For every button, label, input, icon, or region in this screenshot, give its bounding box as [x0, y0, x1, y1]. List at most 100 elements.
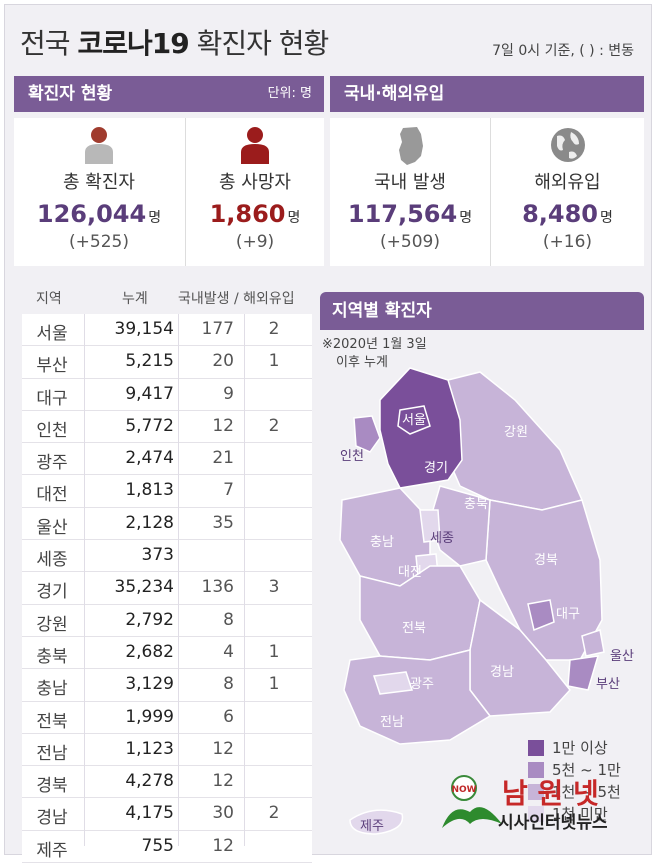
- regional-table: 서울 39,154 177 2 부산 5,215 20 1 대구 9,417 9 인천 5,772 12 2…: [22, 314, 312, 863]
- table-row: 충남 3,129 8 1: [22, 669, 312, 702]
- legend-item: 5천 ~ 1만: [528, 760, 621, 782]
- legend-label: 1만 이상: [552, 739, 608, 757]
- label-jeju: 제주: [360, 819, 384, 834]
- cell-domestic: 8: [223, 674, 234, 695]
- cell-region: 강원: [36, 614, 68, 635]
- label-gyeongbuk: 경북: [534, 553, 558, 568]
- unit-note: 단위: 명: [267, 86, 312, 101]
- divider: [185, 118, 186, 266]
- confirmed-panel-header: 확진자 현황 단위: 명: [14, 76, 324, 112]
- table-row: 부산 5,215 20 1: [22, 346, 312, 379]
- header-region: 지역: [36, 291, 62, 307]
- label-incheon: 인천: [340, 449, 364, 464]
- cell-overseas: 2: [268, 319, 280, 339]
- cell-region: 광주: [36, 453, 68, 474]
- cell-region: 충남: [36, 679, 68, 700]
- cell-region: 대구: [36, 388, 68, 409]
- title-suffix: 확진자 현황: [196, 27, 330, 60]
- label-jeonbuk: 전북: [402, 621, 426, 636]
- table-divider: [84, 314, 85, 846]
- label-seoul: 서울: [402, 413, 426, 428]
- cell-domestic: 136: [201, 577, 234, 598]
- unit-suffix: 명: [459, 210, 473, 226]
- cell-domestic: 21: [212, 448, 234, 469]
- region-seoul: [397, 405, 431, 435]
- legend-item: 1천 미만: [528, 804, 621, 826]
- cell-total: 755: [141, 835, 174, 856]
- cell-region: 부산: [36, 356, 68, 377]
- domestic-value: 117,564: [347, 200, 458, 228]
- total-deaths-value: 1,860: [209, 200, 286, 228]
- confirmed-header-label: 확진자 현황: [28, 84, 113, 104]
- cell-total: 5,772: [125, 415, 174, 436]
- confirmed-card: 총 확진자 126,044 명 (+525) 총 사망자 1,860 명 (+9): [14, 118, 324, 266]
- cell-total: 5,215: [125, 351, 174, 372]
- cell-total: 1,999: [125, 706, 174, 727]
- legend-item: 1만 이상: [528, 738, 621, 760]
- divider: [490, 118, 491, 266]
- origin-header-label: 국내·해외유입: [344, 84, 445, 104]
- table-header: 지역 누계 국내발생 / 해외유입: [22, 284, 314, 312]
- table-row: 대전 1,813 7: [22, 475, 312, 508]
- table-row: 경남 4,175 30 2: [22, 798, 312, 831]
- map-note-line2: 이후 누계: [336, 355, 388, 370]
- cell-region: 경기: [36, 582, 68, 603]
- cell-domestic: 20: [212, 351, 234, 372]
- cell-total: 1,123: [125, 738, 174, 759]
- basis-note: 7일 0시 기준, ( ) : 변동: [492, 43, 634, 59]
- map-header: 지역별 확진자: [320, 292, 644, 330]
- label-gyeonggi: 경기: [424, 461, 448, 476]
- region-sejong: [419, 509, 441, 543]
- label-chungnam: 충남: [370, 535, 394, 550]
- cell-total: 2,682: [125, 641, 174, 662]
- table-row: 광주 2,474 21: [22, 443, 312, 476]
- unit-suffix: 명: [287, 210, 301, 226]
- table-row: 전북 1,999 6: [22, 701, 312, 734]
- watermark-subtitle: 시사인터넷뉴스: [498, 813, 608, 833]
- origin-card: 국내 발생 117,564 명 (+509) 해외유입 8,480 명 (+16): [330, 118, 644, 266]
- cell-region: 인천: [36, 420, 68, 441]
- total-confirmed-value: 126,044: [36, 200, 147, 228]
- cell-overseas: 2: [268, 415, 280, 436]
- cell-total: 39,154: [114, 319, 174, 339]
- cell-region: 대전: [36, 485, 68, 506]
- table-row: 대구 9,417 9: [22, 378, 312, 411]
- label-daejeon: 대전: [398, 565, 422, 580]
- origin-panel-header: 국내·해외유입: [330, 76, 644, 112]
- cell-region: 전북: [36, 711, 68, 732]
- label-gangwon: 강원: [504, 425, 528, 440]
- table-row: 울산 2,128 35: [22, 507, 312, 541]
- header-total: 누계: [122, 291, 148, 307]
- cell-total: 2,128: [125, 512, 174, 533]
- total-deaths-stat: 총 사망자 1,860 명 (+9): [186, 118, 324, 266]
- label-ulsan: 울산: [610, 649, 634, 664]
- cell-overseas: 1: [268, 674, 280, 695]
- cell-domestic: 177: [201, 319, 234, 339]
- globe-icon: [550, 128, 585, 162]
- legend-swatch: [528, 740, 544, 756]
- cell-total: 9,417: [125, 383, 174, 404]
- label-gwangju: 광주: [410, 677, 434, 692]
- domestic-change: (+509): [380, 232, 440, 252]
- page-title: 전국 코로나19 확진자 현황: [20, 22, 330, 62]
- cell-domestic: 12: [212, 738, 234, 759]
- cell-total: 373: [141, 545, 174, 566]
- map-legend: 1만 이상 5천 ~ 1만 1천 ~ 5천 1천 미만: [528, 738, 621, 826]
- table-row: 세종 373: [22, 540, 312, 573]
- label-jeonnam: 전남: [380, 715, 404, 730]
- overseas-stat: 해외유입 8,480 명 (+16): [491, 118, 644, 266]
- person-icon: [241, 127, 269, 164]
- region-ulsan: [581, 629, 605, 657]
- total-confirmed-label: 총 확진자: [63, 172, 135, 193]
- cell-total: 1,813: [125, 480, 174, 501]
- total-deaths-label: 총 사망자: [219, 172, 291, 193]
- cell-domestic: 4: [223, 641, 234, 662]
- table-row: 경북 4,278 12: [22, 766, 312, 799]
- logo-badge-text: NOW: [451, 785, 476, 795]
- table-row: 전남 1,123 12: [22, 733, 312, 767]
- legend-label: 5천 ~ 1만: [552, 761, 621, 779]
- korea-map-icon: [399, 127, 423, 165]
- cell-total: 3,129: [125, 674, 174, 695]
- total-confirmed-change: (+525): [69, 232, 129, 252]
- cell-region: 경남: [36, 808, 68, 829]
